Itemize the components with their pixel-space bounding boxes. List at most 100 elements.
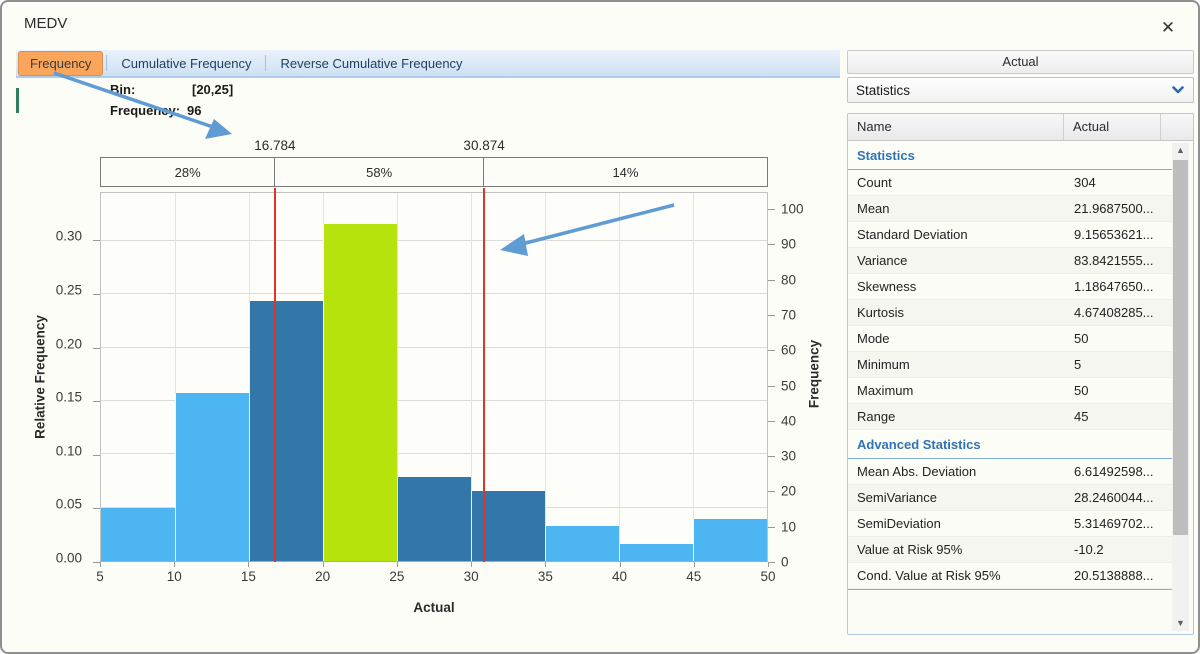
scrollbar-up-icon[interactable]: ▲ [1176, 145, 1185, 155]
histogram-bar-40-45[interactable] [619, 543, 693, 561]
marker-value-label: 16.784 [254, 138, 296, 153]
table-row[interactable]: Range 45 [848, 404, 1176, 430]
x-tick-label: 50 [760, 569, 776, 584]
percentage-band: 28% 58% 14% [100, 157, 768, 187]
right-tick [768, 562, 775, 563]
x-tick [174, 562, 176, 567]
table-row[interactable]: Variance 83.8421555... [848, 248, 1176, 274]
stat-value: 9.15653621... [1074, 227, 1154, 242]
column-header-actual[interactable]: Actual [1064, 114, 1161, 140]
tab-divider [106, 55, 108, 71]
scrollbar-thumb[interactable] [1173, 160, 1188, 535]
table-row[interactable]: Cond. Value at Risk 95% 20.5138888... [848, 563, 1176, 589]
table-row[interactable]: Minimum 5 [848, 352, 1176, 378]
x-tick-label: 45 [686, 569, 702, 584]
table-row[interactable]: Mean 21.9687500... [848, 196, 1176, 222]
x-tick [322, 562, 324, 567]
x-tick-label: 10 [166, 569, 182, 584]
stat-name: Mean Abs. Deviation [857, 464, 977, 479]
table-row[interactable]: Mean Abs. Deviation 6.61492598... [848, 459, 1176, 485]
table-row[interactable]: Kurtosis 4.67408285... [848, 300, 1176, 326]
gridline-horizontal [101, 293, 767, 295]
gridline-horizontal [101, 346, 767, 348]
stat-value: 28.2460044... [1074, 490, 1154, 505]
right-tick [768, 350, 775, 352]
tab-reverse-cumulative-frequency[interactable]: Reverse Cumulative Frequency [280, 55, 463, 71]
table-row[interactable]: Skewness 1.18647650... [848, 274, 1176, 300]
tooltip-bin: Bin: [20,25] [110, 82, 233, 97]
close-icon[interactable]: ✕ [1160, 18, 1176, 37]
gridline-vertical [692, 193, 694, 561]
gridline-vertical [471, 193, 472, 561]
histogram-bar-10-15[interactable] [174, 392, 249, 561]
tab-cumulative-frequency[interactable]: Cumulative Frequency [121, 55, 252, 71]
left-tick [93, 293, 100, 295]
gridline-vertical [545, 193, 546, 561]
left-tick [93, 454, 100, 456]
table-scrollbar[interactable]: ▲ ▼ [1172, 143, 1189, 631]
histogram-bar-5-10[interactable] [101, 508, 175, 561]
table-row[interactable]: Value at Risk 95% -10.2 [848, 537, 1176, 563]
column-header-stub [1161, 114, 1193, 140]
title-bar: MEDV ✕ [2, 2, 1198, 48]
tooltip-frequency-label: Frequency: [110, 103, 181, 118]
right-tick-label: 10 [781, 519, 797, 535]
right-tick [768, 420, 775, 422]
histogram-bar-20-25[interactable] [323, 224, 397, 561]
table-row[interactable]: Maximum 50 [848, 378, 1176, 404]
right-tick-label: 0 [781, 554, 789, 570]
histogram-bar-25-30[interactable] [396, 476, 471, 561]
x-tick [471, 562, 473, 567]
window-title: MEDV [24, 15, 68, 32]
stat-value: 5.31469702... [1074, 516, 1154, 531]
x-tick [545, 562, 547, 567]
right-tick-label: 50 [781, 378, 797, 394]
left-tick-label: 0.20 [55, 336, 82, 352]
gridline-vertical [619, 193, 620, 561]
stat-name: Minimum [857, 357, 910, 372]
stat-value: -10.2 [1074, 542, 1104, 557]
left-tick [93, 240, 100, 242]
gridline-horizontal [101, 453, 767, 455]
x-tick-label: 35 [537, 569, 553, 584]
right-tick-label: 40 [781, 413, 797, 429]
scrollbar-down-icon[interactable]: ▼ [1176, 618, 1185, 628]
table-row[interactable]: SemiVariance 28.2460044... [848, 485, 1176, 511]
right-y-axis-label: Frequency [806, 339, 822, 409]
gridline-vertical [396, 193, 398, 561]
marker-line [273, 188, 276, 562]
right-tick-label: 90 [781, 236, 797, 252]
band-segment: 28% [101, 158, 276, 186]
chevron-down-icon[interactable] [1163, 81, 1193, 99]
histogram-bar-45-50[interactable] [692, 518, 767, 561]
table-row[interactable]: Standard Deviation 9.15653621... [848, 222, 1176, 248]
left-y-axis-label: Relative Frequency [32, 315, 48, 439]
stat-name: Variance [857, 253, 908, 268]
left-tick [93, 347, 100, 349]
right-tick-label: 60 [781, 342, 797, 358]
table-row[interactable]: SemiDeviation 5.31469702... [848, 511, 1176, 537]
x-tick-label: 30 [463, 569, 479, 584]
histogram-bar-15-20[interactable] [248, 301, 323, 561]
stat-value: 304 [1074, 175, 1096, 190]
x-tick [693, 562, 695, 567]
left-tick-label: 0.05 [55, 496, 82, 512]
stat-value: 83.8421555... [1074, 253, 1154, 268]
table-row[interactable]: Mode 50 [848, 326, 1176, 352]
stat-value: 50 [1074, 331, 1089, 346]
x-tick-label: 40 [612, 569, 628, 584]
right-tick [768, 315, 775, 317]
stat-name: Skewness [857, 279, 917, 294]
left-tick-label: 0.30 [55, 228, 82, 244]
stat-name: Mean [857, 201, 890, 216]
column-header-name[interactable]: Name [848, 114, 1064, 140]
series-header-button[interactable]: Actual [847, 50, 1194, 74]
histogram-bar-35-40[interactable] [545, 525, 619, 561]
statistics-dropdown[interactable]: Statistics [847, 77, 1194, 103]
tab-frequency[interactable]: Frequency [18, 50, 104, 76]
x-tick [396, 562, 398, 567]
left-tick [93, 401, 100, 403]
table-row[interactable]: Count 304 [848, 170, 1176, 196]
edge-artifact [16, 88, 19, 113]
